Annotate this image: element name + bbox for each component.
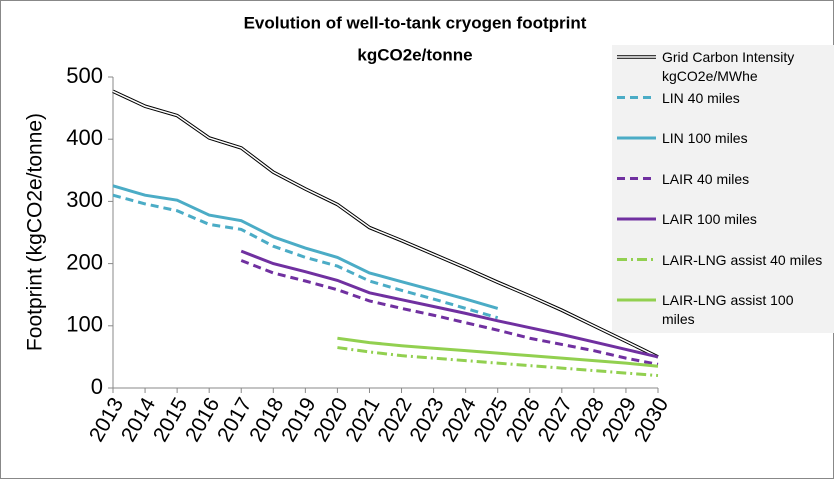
legend-label: Grid Carbon Intensity kgCO2e/MWhe [662,49,795,84]
y-tick-label: 200 [66,249,103,274]
legend-label: LAIR 40 miles [662,170,750,187]
series-line [240,249,659,359]
series-line-inner [112,90,659,358]
legend-box [612,45,834,333]
legend-label: LAIR 100 miles [662,211,757,227]
y-axis-label: Footprint (kgCO2e/tonne) [24,113,47,351]
legend-label: LIN 100 miles [662,130,748,146]
legend-label: LAIR-LNG assist 40 miles [662,251,823,268]
series-line [240,259,659,366]
y-tick-label: 100 [66,312,103,337]
series-line [337,336,659,368]
legend-label: LAIR-LNG assist 100 miles [662,292,794,327]
series-line [337,346,659,378]
y-tick-label: 300 [66,187,103,212]
chart-title: Evolution of well-to-tank cryogen footpr… [244,13,587,32]
chart-title: kgCO2e/tonne [357,45,472,64]
y-tick-label: 0 [91,374,103,399]
series-line [112,184,499,310]
legend-label: LIN 40 miles [662,89,740,106]
y-tick-label: 500 [66,63,103,88]
series-line [112,193,499,320]
y-tick-label: 400 [66,125,103,150]
